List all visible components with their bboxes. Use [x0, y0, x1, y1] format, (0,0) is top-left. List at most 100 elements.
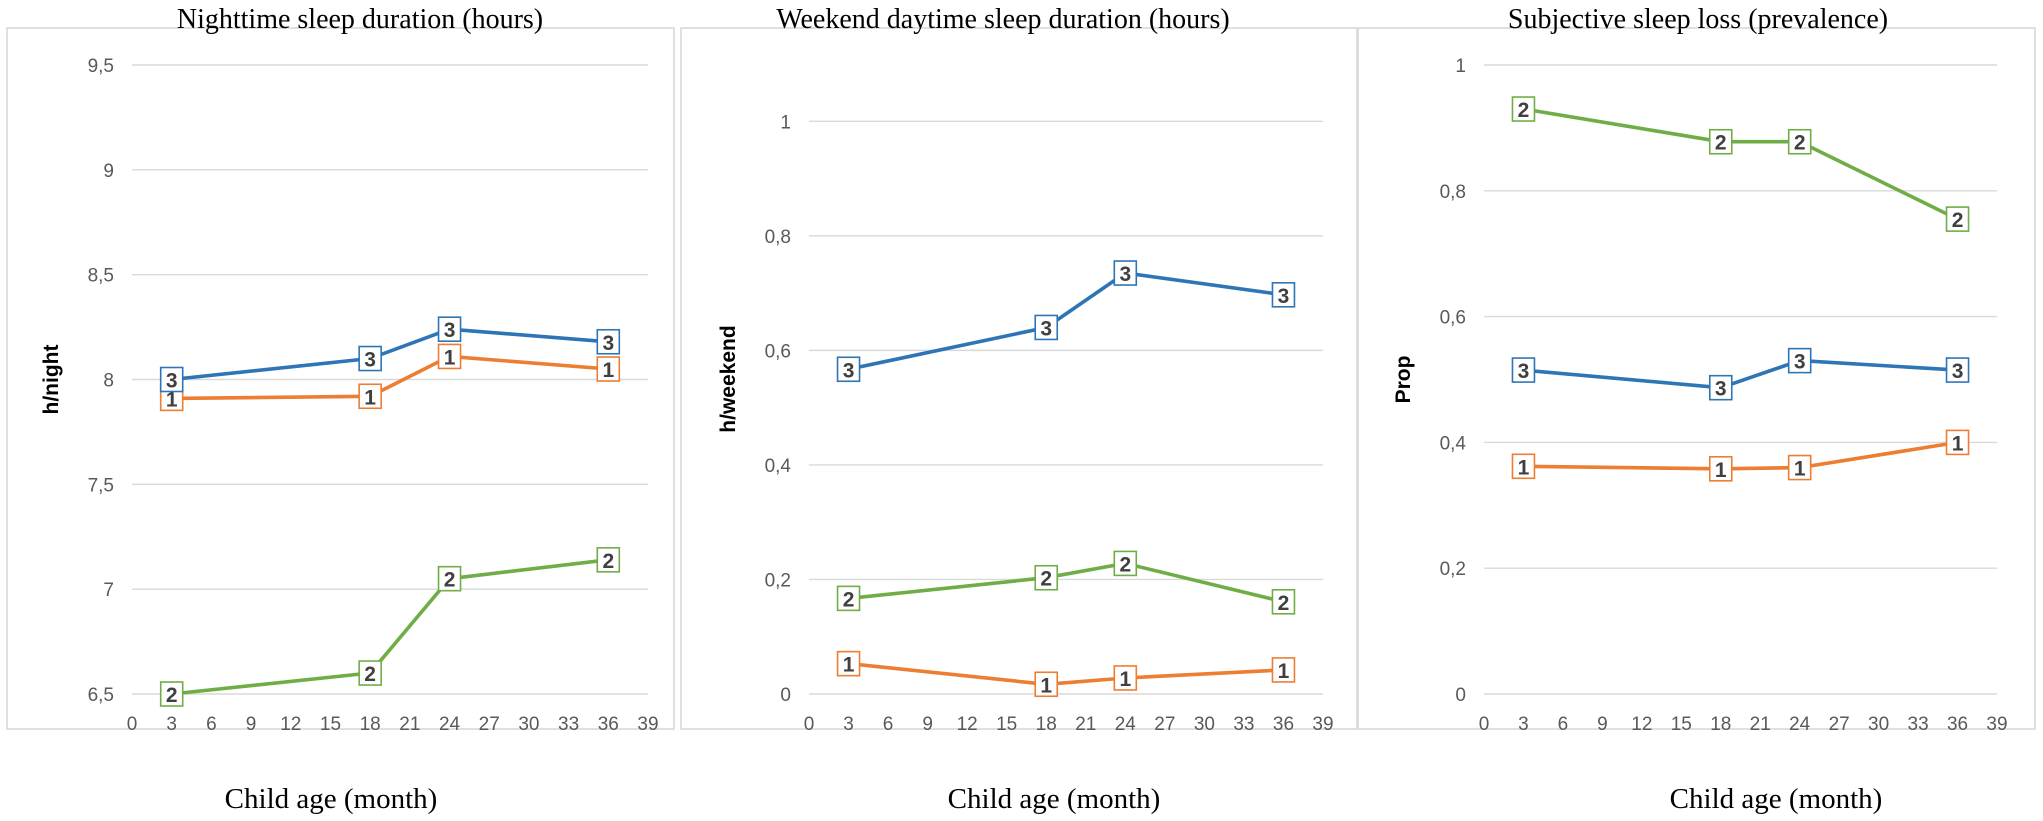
- chart-frame: [680, 27, 1358, 730]
- marker-box: [1511, 357, 1536, 383]
- marker-label: 3: [843, 359, 855, 382]
- x-tick-label: 33: [1908, 714, 1929, 735]
- y-tick-label: 0: [780, 685, 791, 706]
- series-line-1: [848, 661, 1284, 687]
- x-tick-label: 21: [1075, 714, 1096, 735]
- y-tick-label: 0,2: [1440, 559, 1466, 580]
- x-tick-label: 21: [1750, 714, 1771, 735]
- series-2-marker: 2: [159, 681, 184, 707]
- marker-label: 3: [1715, 378, 1727, 401]
- x-tick-label: 6: [1558, 714, 1569, 735]
- marker-label: 3: [444, 319, 456, 342]
- series-1-marker: 1: [159, 385, 184, 411]
- series-1-marker: 1: [1708, 456, 1733, 482]
- marker-label: 3: [1518, 360, 1530, 383]
- y-tick-label: 7,5: [88, 475, 114, 496]
- x-tick-label: 6: [206, 714, 217, 735]
- marker-label: 3: [1119, 263, 1131, 286]
- series-3-marker: 3: [1787, 347, 1812, 374]
- marker-label: 1: [166, 388, 178, 411]
- series-3-marker: 3: [159, 366, 184, 393]
- marker-box: [836, 650, 861, 677]
- marker-label: 1: [444, 346, 456, 369]
- series-3-marker: 3: [1945, 357, 1970, 383]
- marker-box: [358, 383, 382, 410]
- series-1-marker: 1: [1113, 665, 1138, 691]
- x-tick-label: 18: [1036, 714, 1057, 735]
- y-tick-label: 0,6: [765, 341, 791, 362]
- x-tick-label: 12: [1631, 714, 1652, 735]
- series-1-marker: 1: [437, 343, 462, 370]
- marker-box: [159, 681, 184, 707]
- x-tick-label: 36: [1947, 714, 1968, 735]
- marker-box: [1708, 456, 1733, 482]
- chart-panel-1: Nighttime sleep duration (hours) 6,5 7 7,5 8…: [6, 4, 675, 815]
- marker-label: 2: [166, 684, 178, 707]
- x-tick-label: 15: [1671, 714, 1692, 735]
- marker-label: 2: [1518, 99, 1530, 122]
- series-2-marker: 2: [1113, 550, 1138, 577]
- series-2-marker: 2: [836, 585, 861, 611]
- y-tick-label: 0,2: [765, 570, 791, 591]
- marker-label: 1: [1278, 660, 1290, 683]
- x-tick-label: 24: [1789, 714, 1811, 735]
- marker-box: [358, 660, 382, 686]
- x-tick-label: 27: [1154, 714, 1175, 735]
- marker-box: [1787, 454, 1812, 481]
- x-tick-label: 9: [1597, 714, 1608, 735]
- x-tick-label: 30: [1194, 714, 1215, 735]
- y-tick-label: 0,4: [765, 456, 792, 477]
- y-tick-label: 0,8: [1440, 182, 1466, 203]
- y-axis-label: h/weekend: [717, 325, 740, 432]
- marker-box: [358, 345, 382, 372]
- series-3-marker: 3: [358, 345, 382, 372]
- x-tick-label: 6: [883, 714, 894, 735]
- x-tick-label: 0: [1479, 714, 1490, 735]
- marker-box: [1113, 550, 1138, 577]
- chart-panel-3: Subjective sleep loss (prevalence) 0 0,2 0,…: [1357, 4, 2036, 815]
- marker-label: 3: [364, 349, 376, 372]
- marker-box: [596, 356, 621, 382]
- x-tick-label: 24: [439, 714, 461, 735]
- x-axis-label: Child age (month): [1670, 783, 1883, 815]
- marker-label: 3: [602, 332, 614, 355]
- marker-box: [159, 366, 184, 393]
- x-tick-label: 24: [1115, 714, 1137, 735]
- x-tick-label: 0: [127, 714, 138, 735]
- marker-box: [1113, 665, 1138, 691]
- y-tick-label: 8: [103, 371, 114, 392]
- chart-panel-2: Weekend daytime sleep duration (hours)00…: [680, 4, 1358, 815]
- chart-title: Subjective sleep loss (prevalence): [1508, 4, 1888, 35]
- marker-box: [1271, 282, 1296, 308]
- x-tick-label: 36: [1273, 714, 1294, 735]
- marker-label: 3: [1040, 317, 1052, 340]
- x-tick-label: 3: [843, 714, 854, 735]
- x-tick-label: 33: [558, 714, 579, 735]
- series-2-marker: 2: [437, 565, 462, 592]
- marker-label: 3: [1278, 285, 1290, 308]
- marker-box: [1034, 564, 1059, 591]
- marker-box: [1271, 588, 1296, 615]
- series-1-marker: 1: [358, 383, 382, 410]
- series-1-marker: 1: [1787, 454, 1812, 481]
- marker-box: [437, 343, 462, 370]
- marker-label: 3: [1952, 360, 1964, 383]
- marker-label: 2: [1119, 553, 1131, 576]
- series-1-marker: 1: [1271, 657, 1296, 683]
- marker-label: 2: [843, 588, 855, 611]
- y-axis-label: h/night: [40, 345, 63, 415]
- marker-box: [1945, 206, 1970, 232]
- series-1-marker: 1: [596, 356, 621, 382]
- y-tick-label: 8,5: [88, 266, 114, 287]
- y-tick-label: 0: [1455, 685, 1466, 706]
- marker-box: [1787, 347, 1812, 374]
- y-tick-label: 1: [1455, 56, 1466, 77]
- chart-frame: [6, 27, 675, 730]
- y-tick-label: 0,6: [1440, 308, 1466, 329]
- y-tick-label: 7: [103, 580, 114, 601]
- marker-label: 1: [1794, 458, 1806, 481]
- series-1-marker: 1: [1034, 671, 1059, 697]
- x-tick-label: 9: [922, 714, 933, 735]
- marker-label: 1: [364, 386, 376, 409]
